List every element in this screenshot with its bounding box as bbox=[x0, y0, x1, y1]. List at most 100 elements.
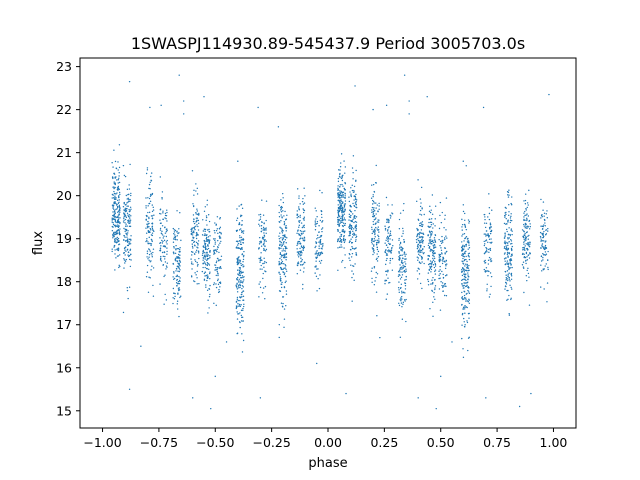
data-point bbox=[340, 204, 343, 206]
data-point bbox=[237, 242, 240, 245]
data-point bbox=[442, 239, 444, 242]
data-point bbox=[388, 242, 390, 245]
data-point bbox=[117, 255, 120, 257]
data-point bbox=[433, 257, 436, 260]
data-point bbox=[351, 270, 353, 272]
data-point bbox=[524, 256, 527, 259]
data-point bbox=[523, 200, 525, 202]
data-point bbox=[319, 243, 321, 245]
data-point bbox=[243, 250, 245, 253]
data-point bbox=[418, 273, 421, 275]
data-point bbox=[399, 212, 402, 214]
data-point bbox=[509, 284, 511, 287]
data-point bbox=[217, 257, 219, 260]
data-point bbox=[419, 246, 422, 248]
data-point bbox=[117, 218, 120, 221]
data-point bbox=[378, 205, 380, 207]
data-point bbox=[420, 202, 422, 204]
data-point bbox=[431, 249, 433, 251]
data-point bbox=[316, 290, 318, 292]
data-point bbox=[543, 224, 545, 226]
data-point bbox=[116, 233, 118, 235]
data-point bbox=[317, 268, 319, 270]
data-point bbox=[419, 205, 422, 208]
data-point bbox=[351, 219, 353, 222]
data-point bbox=[219, 236, 221, 238]
data-point bbox=[343, 231, 346, 234]
data-point bbox=[428, 269, 431, 271]
data-point bbox=[114, 253, 116, 255]
data-point bbox=[372, 214, 374, 216]
data-point bbox=[339, 191, 341, 194]
data-point bbox=[262, 287, 265, 289]
data-point bbox=[506, 253, 509, 256]
data-point bbox=[484, 218, 486, 221]
data-point bbox=[388, 221, 390, 224]
data-point bbox=[444, 274, 447, 277]
data-point bbox=[506, 299, 508, 301]
data-point bbox=[241, 224, 243, 226]
data-point bbox=[485, 267, 488, 269]
data-point bbox=[297, 233, 300, 235]
data-point bbox=[149, 200, 152, 203]
data-point bbox=[442, 285, 445, 287]
data-point bbox=[262, 244, 265, 246]
data-point bbox=[506, 230, 508, 233]
data-point bbox=[463, 321, 465, 323]
data-point bbox=[528, 228, 531, 230]
data-point bbox=[208, 295, 211, 298]
data-point bbox=[464, 265, 466, 267]
data-point bbox=[442, 290, 444, 292]
data-point bbox=[467, 272, 469, 274]
data-point bbox=[237, 259, 239, 261]
data-point bbox=[387, 226, 390, 229]
data-point bbox=[174, 235, 177, 238]
data-point bbox=[337, 187, 339, 189]
data-point bbox=[166, 262, 169, 264]
data-point bbox=[483, 213, 485, 216]
data-point bbox=[399, 271, 401, 273]
data-point bbox=[339, 231, 341, 234]
data-point bbox=[371, 215, 374, 218]
data-point bbox=[146, 239, 148, 242]
data-point bbox=[341, 196, 343, 198]
data-point bbox=[434, 261, 436, 263]
data-point bbox=[196, 277, 198, 279]
data-point bbox=[320, 259, 323, 262]
data-point bbox=[387, 249, 390, 251]
data-point bbox=[339, 176, 341, 178]
data-point bbox=[438, 259, 441, 261]
data-point bbox=[522, 252, 524, 255]
data-point bbox=[160, 222, 162, 224]
data-point bbox=[160, 255, 162, 258]
data-point bbox=[510, 272, 513, 275]
data-point bbox=[296, 214, 298, 217]
data-point bbox=[321, 216, 323, 219]
data-point bbox=[353, 204, 355, 207]
data-point bbox=[349, 191, 351, 193]
data-point bbox=[202, 262, 205, 265]
data-point bbox=[523, 218, 525, 221]
data-point bbox=[116, 241, 118, 243]
data-point bbox=[115, 202, 117, 205]
data-point bbox=[243, 265, 245, 267]
data-point bbox=[430, 239, 432, 241]
data-point bbox=[111, 248, 113, 250]
data-point bbox=[239, 283, 241, 285]
data-point bbox=[434, 269, 437, 271]
data-point bbox=[342, 194, 344, 196]
data-point bbox=[174, 295, 176, 298]
data-point bbox=[214, 252, 216, 255]
x-tick-label: 0.00 bbox=[314, 435, 342, 450]
data-point bbox=[391, 269, 394, 271]
data-point bbox=[197, 234, 199, 236]
data-point bbox=[216, 248, 218, 251]
data-point bbox=[280, 302, 283, 304]
data-point bbox=[241, 282, 244, 284]
data-point bbox=[124, 225, 127, 227]
data-point bbox=[403, 74, 406, 76]
data-point bbox=[354, 240, 357, 243]
data-point bbox=[299, 242, 302, 244]
data-point bbox=[446, 263, 448, 265]
